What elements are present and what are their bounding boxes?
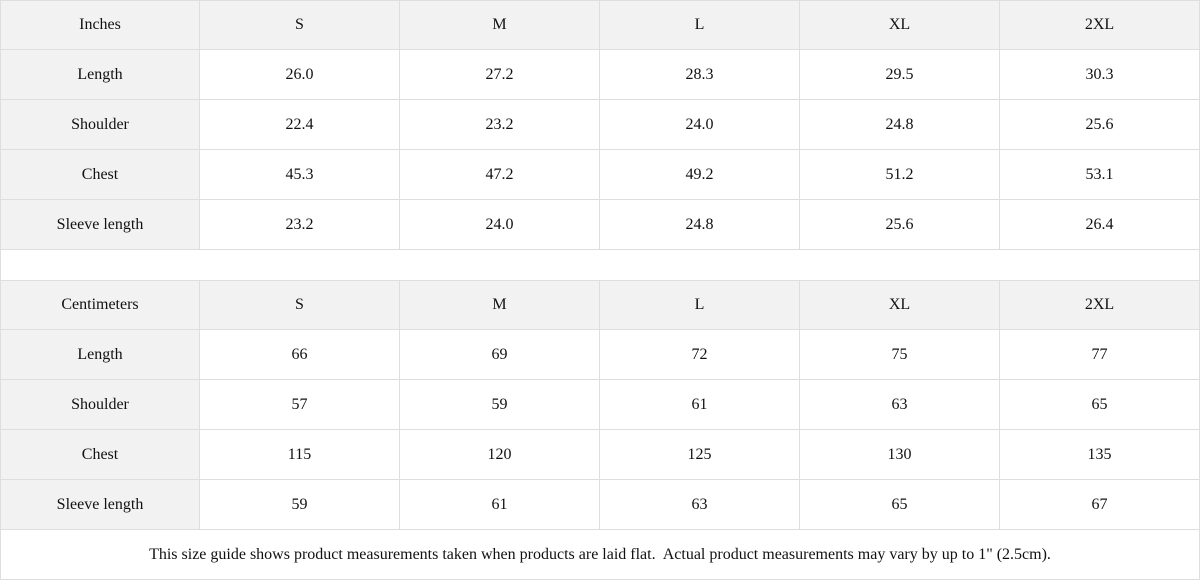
table-cell: 120 — [400, 430, 600, 480]
header-cell: M — [400, 280, 600, 330]
table-cell: 61 — [600, 380, 800, 430]
table-cell: 24.0 — [400, 200, 600, 250]
header-cell: L — [600, 280, 800, 330]
row-label: Sleeve length — [0, 480, 200, 530]
table-cell: 125 — [600, 430, 800, 480]
row-label: Shoulder — [0, 100, 200, 150]
header-cell: 2XL — [1000, 280, 1200, 330]
table-cell: 77 — [1000, 330, 1200, 380]
header-cell: M — [400, 0, 600, 50]
size-table: Centimeters S M L XL 2XL Length 66 69 72 75 77 Shoul… — [0, 280, 1200, 530]
table-cell: 59 — [200, 480, 400, 530]
table-cell: 27.2 — [400, 50, 600, 100]
row-label: Chest — [0, 150, 200, 200]
size-note: This size guide shows product measuremen… — [0, 530, 1200, 580]
table-cell: 25.6 — [800, 200, 1000, 250]
table-cell: 45.3 — [200, 150, 400, 200]
row-label: Length — [0, 50, 200, 100]
header-cell: 2XL — [1000, 0, 1200, 50]
table-cell: 24.8 — [600, 200, 800, 250]
table-cell: 61 — [400, 480, 600, 530]
header-cell: XL — [800, 280, 1000, 330]
table-cell: 69 — [400, 330, 600, 380]
table-cell: 63 — [800, 380, 1000, 430]
table-cell: 30.3 — [1000, 50, 1200, 100]
table-cell: 135 — [1000, 430, 1200, 480]
table-cell: 66 — [200, 330, 400, 380]
table-cell: 72 — [600, 330, 800, 380]
table-cell: 26.4 — [1000, 200, 1200, 250]
table-cell: 65 — [800, 480, 1000, 530]
row-label: Sleeve length — [0, 200, 200, 250]
table-cell: 75 — [800, 330, 1000, 380]
header-cell: Centimeters — [0, 280, 200, 330]
table-cell: 23.2 — [400, 100, 600, 150]
header-cell: Inches — [0, 0, 200, 50]
header-cell: S — [200, 0, 400, 50]
table-cell: 24.0 — [600, 100, 800, 150]
table-cell: 67 — [1000, 480, 1200, 530]
size-table: Inches S M L XL 2XL Length 26.0 27.2 28.3 29.5 30.3… — [0, 0, 1200, 250]
table-cell: 49.2 — [600, 150, 800, 200]
table-cell: 24.8 — [800, 100, 1000, 150]
table-cell: 47.2 — [400, 150, 600, 200]
table-cell: 26.0 — [200, 50, 400, 100]
table-cell: 115 — [200, 430, 400, 480]
row-label: Length — [0, 330, 200, 380]
table-cell: 22.4 — [200, 100, 400, 150]
table-cell: 25.6 — [1000, 100, 1200, 150]
table-cell: 29.5 — [800, 50, 1000, 100]
header-cell: S — [200, 280, 400, 330]
row-label: Shoulder — [0, 380, 200, 430]
header-cell: L — [600, 0, 800, 50]
spacer — [0, 250, 1200, 280]
table-cell: 63 — [600, 480, 800, 530]
table-cell: 23.2 — [200, 200, 400, 250]
table-cell: 59 — [400, 380, 600, 430]
row-label: Chest — [0, 430, 200, 480]
table-cell: 53.1 — [1000, 150, 1200, 200]
table-cell: 130 — [800, 430, 1000, 480]
header-cell: XL — [800, 0, 1000, 50]
table-cell: 28.3 — [600, 50, 800, 100]
table-cell: 51.2 — [800, 150, 1000, 200]
table-cell: 57 — [200, 380, 400, 430]
table-cell: 65 — [1000, 380, 1200, 430]
